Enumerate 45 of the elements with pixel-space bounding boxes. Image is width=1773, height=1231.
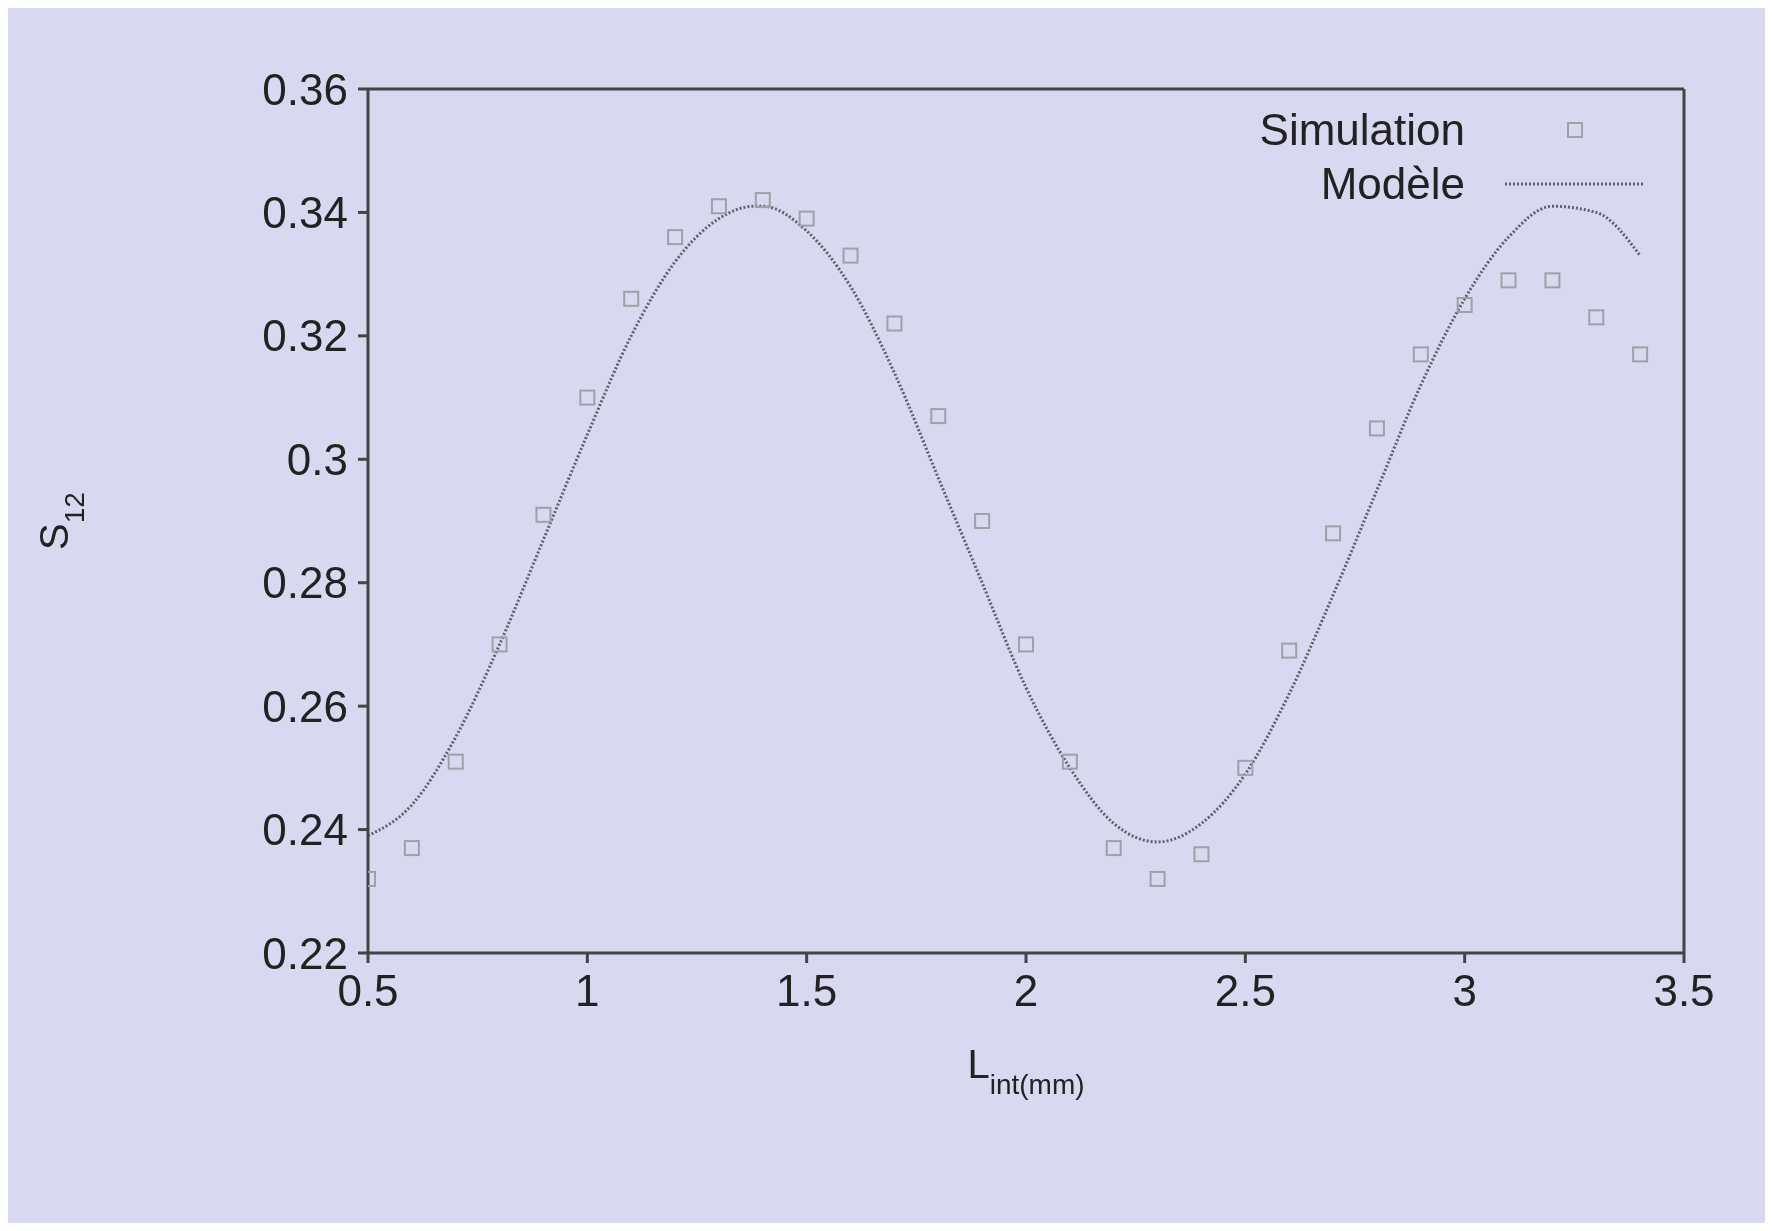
y-tick-label: 0.34 bbox=[262, 188, 348, 238]
point bbox=[842, 247, 859, 264]
point bbox=[886, 315, 903, 332]
x-axis-title: L$_{int(mm)}$ bbox=[967, 1042, 1085, 1100]
y-tick-label: 0.3 bbox=[286, 434, 348, 484]
point bbox=[1193, 846, 1210, 863]
point bbox=[403, 840, 420, 857]
legend-label: Simulation bbox=[1259, 104, 1465, 156]
point bbox=[535, 506, 552, 523]
point bbox=[491, 636, 508, 653]
point bbox=[930, 408, 947, 425]
point bbox=[754, 192, 771, 209]
point bbox=[1061, 753, 1078, 770]
point bbox=[623, 290, 640, 307]
y-tick-label: 0.28 bbox=[262, 558, 348, 608]
point bbox=[1149, 870, 1166, 887]
point bbox=[1281, 642, 1298, 659]
point bbox=[1500, 272, 1517, 289]
point bbox=[1456, 297, 1473, 313]
point bbox=[974, 513, 991, 529]
point bbox=[1325, 525, 1342, 542]
y-tick-label: 0.26 bbox=[262, 681, 348, 731]
y-tick-label: 0.32 bbox=[262, 311, 348, 361]
point bbox=[1105, 840, 1122, 857]
point bbox=[1018, 636, 1034, 653]
x-tick-label: 2 bbox=[1013, 966, 1039, 1016]
x-tick-label: 3 bbox=[1452, 966, 1477, 1016]
y-tick-label: 0.36 bbox=[262, 64, 348, 114]
point bbox=[579, 389, 596, 406]
y-tick-label: 0.24 bbox=[262, 805, 348, 855]
point bbox=[798, 210, 815, 227]
point bbox=[447, 753, 464, 770]
x-tick-label: 1.5 bbox=[776, 966, 838, 1016]
legend-label: Modèle bbox=[1320, 158, 1465, 210]
point bbox=[710, 198, 727, 215]
point bbox=[1588, 309, 1605, 326]
point bbox=[1544, 272, 1561, 289]
x-tick-label: 1 bbox=[575, 966, 600, 1016]
x-tick-label: 3.5 bbox=[1653, 966, 1715, 1016]
point bbox=[1237, 759, 1254, 776]
point bbox=[1412, 346, 1429, 363]
x-tick-label: 2.5 bbox=[1214, 966, 1276, 1016]
point bbox=[1368, 420, 1385, 437]
point bbox=[1632, 346, 1649, 363]
point bbox=[667, 229, 684, 246]
